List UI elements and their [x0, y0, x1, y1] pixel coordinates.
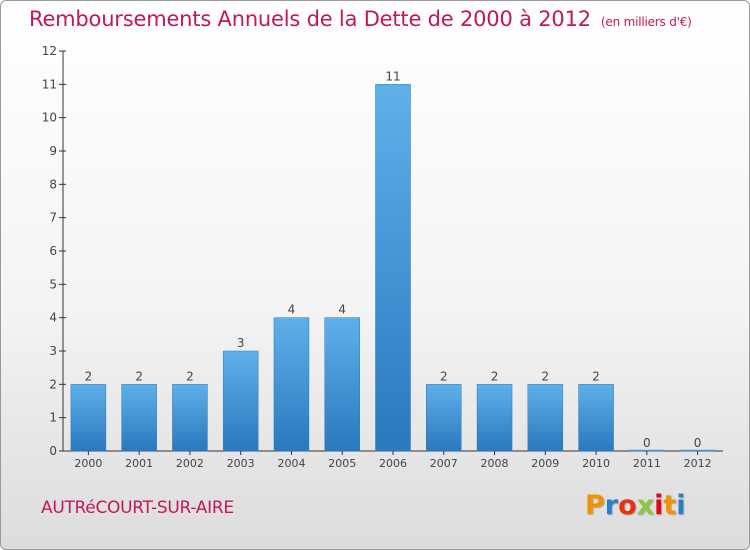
y-tick-label: 3 [49, 344, 57, 358]
x-tick-label: 2008 [481, 457, 509, 470]
title-unit: (en milliers d'€) [600, 15, 692, 29]
x-tick-label: 2000 [74, 457, 102, 470]
x-tick-label: 2003 [227, 457, 255, 470]
y-tick-label: 8 [49, 177, 57, 191]
data-label: 2 [440, 369, 448, 383]
y-tick-label: 9 [49, 144, 57, 158]
data-label: 2 [491, 369, 499, 383]
title-text: Remboursements Annuels de la Dette de 20… [29, 7, 591, 31]
chart-title: Remboursements Annuels de la Dette de 20… [29, 7, 692, 31]
y-tick-label: 6 [49, 244, 57, 258]
data-label: 0 [643, 436, 651, 450]
bar [324, 317, 360, 452]
proxiti-logo[interactable]: Proxiti [585, 490, 686, 521]
data-label: 2 [186, 369, 194, 383]
logo-letter: r [604, 490, 619, 521]
bar [273, 317, 310, 452]
x-tick-label: 2009 [531, 457, 559, 470]
data-label: 4 [288, 303, 296, 317]
logo-letter: x [636, 490, 655, 521]
x-tick-label: 2004 [277, 457, 305, 470]
logo-letter: i [676, 490, 686, 521]
y-tick-label: 4 [49, 311, 57, 325]
x-tick-label: 2012 [684, 457, 712, 470]
x-tick-label: 2007 [430, 457, 458, 470]
y-tick-label: 5 [49, 277, 57, 291]
data-label: 0 [694, 436, 702, 450]
bar [222, 350, 259, 452]
x-tick-label: 2006 [379, 457, 407, 470]
y-tick-label: 1 [49, 411, 57, 425]
y-tick-label: 2 [49, 377, 57, 391]
y-tick-label: 7 [49, 211, 57, 225]
bar [426, 384, 462, 452]
logo-letter: i [654, 490, 664, 521]
x-tick-label: 2010 [582, 457, 610, 470]
data-label: 2 [592, 369, 600, 383]
data-label: 2 [541, 369, 549, 383]
y-tick-label: 12 [42, 44, 57, 58]
y-tick-label: 0 [49, 444, 57, 458]
x-tick-label: 2005 [328, 457, 356, 470]
bar [121, 384, 157, 452]
x-tick-label: 2002 [176, 457, 204, 470]
data-label: 3 [237, 336, 245, 350]
data-label: 2 [85, 369, 93, 383]
bar [70, 384, 107, 452]
bar [172, 384, 208, 452]
y-tick-label: 10 [42, 111, 57, 125]
logo-letter: o [618, 490, 637, 521]
x-tick-label: 2011 [633, 457, 661, 470]
bar [375, 84, 411, 452]
bar [527, 384, 564, 452]
data-label: 4 [338, 303, 346, 317]
commune-name: AUTRéCOURT-SUR-AIRE [41, 498, 234, 518]
logo-letter: t [663, 490, 677, 521]
bar [476, 384, 513, 452]
y-tick-label: 11 [42, 77, 57, 91]
x-tick-label: 2001 [125, 457, 153, 470]
logo-letter: P [585, 490, 605, 521]
data-label: 2 [135, 369, 143, 383]
bar [578, 384, 614, 452]
data-label: 11 [385, 69, 400, 83]
